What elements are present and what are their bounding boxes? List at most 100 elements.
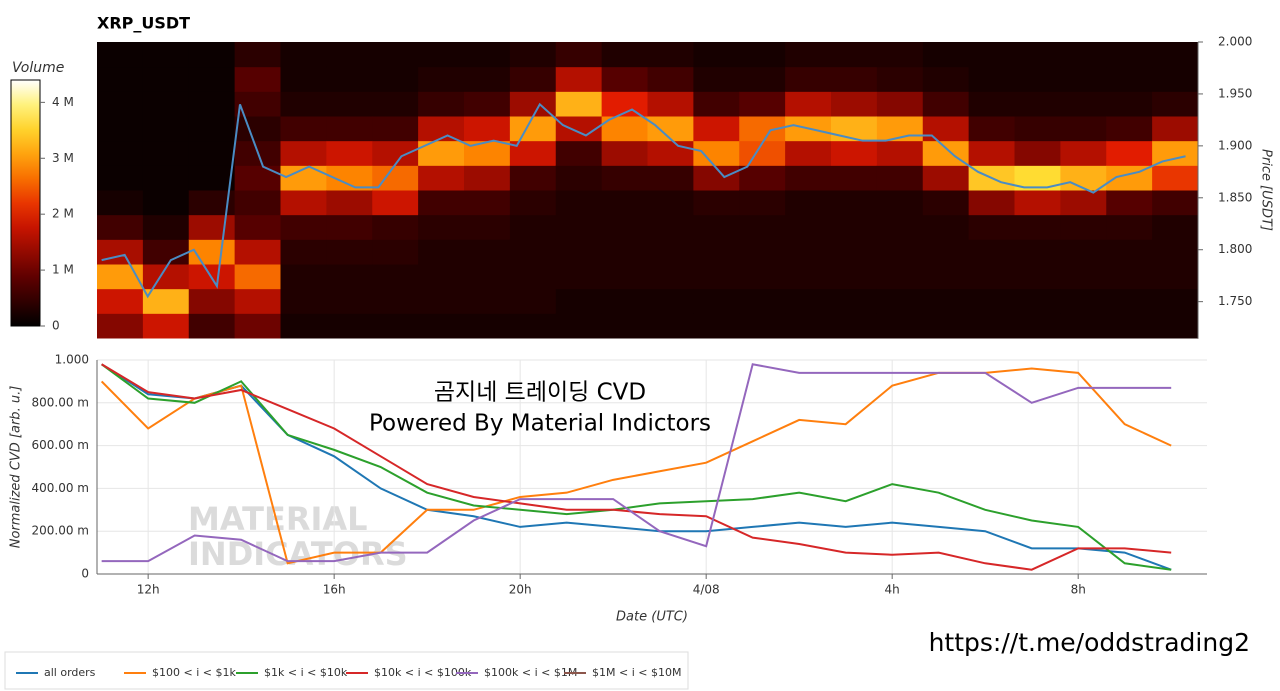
heatmap-cell — [876, 214, 924, 240]
heatmap-cell — [693, 116, 740, 142]
heatmap-cell — [1106, 91, 1153, 117]
heatmap-cell — [647, 140, 694, 166]
heatmap-cell — [464, 42, 511, 68]
heatmap-cell — [968, 66, 1015, 92]
heatmap-cell — [876, 66, 924, 92]
heatmap-cell — [785, 42, 832, 68]
heatmap-cell — [693, 42, 740, 68]
heatmap-cell — [555, 264, 603, 290]
heatmap-cell — [142, 91, 190, 117]
heatmap-cell — [876, 313, 924, 339]
heatmap-cell — [968, 91, 1015, 117]
heatmap-cell — [647, 214, 694, 240]
heatmap-cell — [509, 239, 557, 265]
heatmap-cell — [1152, 165, 1199, 191]
heatmap-cell — [234, 264, 281, 290]
heatmap-cell — [647, 313, 694, 339]
heatmap-cell — [372, 313, 419, 339]
heatmap-cell — [188, 214, 236, 240]
heatmap-cell — [509, 42, 557, 68]
heatmap-cell — [280, 313, 327, 339]
heatmap-cell — [464, 91, 511, 117]
heatmap-cell — [326, 288, 373, 314]
legend-label: $100 < i < $1k — [152, 666, 236, 679]
heatmap-cell — [1014, 288, 1061, 314]
heatmap-cell — [464, 165, 511, 191]
heatmap-cell — [509, 190, 557, 216]
heatmap-cell — [693, 214, 740, 240]
heatmap-cell — [509, 116, 557, 142]
heatmap-cell — [142, 116, 190, 142]
heatmap-cell — [234, 165, 281, 191]
heatmap-cell — [97, 116, 144, 142]
heatmap-cell — [418, 66, 465, 92]
heatmap-cell — [1106, 190, 1153, 216]
heatmap-cell — [326, 190, 373, 216]
heatmap-cell — [464, 264, 511, 290]
y-axis-label: Price [USDT] — [1259, 149, 1274, 231]
heatmap-cell — [601, 165, 648, 191]
heatmap-cell — [693, 91, 740, 117]
heatmap-cell — [372, 140, 419, 166]
heatmap-cell — [831, 140, 878, 166]
annotation: Powered By Material Indictors — [369, 411, 711, 437]
heatmap-cell — [326, 313, 373, 339]
heatmap-cell — [555, 66, 603, 92]
heatmap-cell — [922, 165, 970, 191]
heatmap-cell — [693, 190, 740, 216]
heatmap-cell — [372, 66, 419, 92]
heatmap-cell — [601, 288, 648, 314]
heatmap-cell — [739, 288, 786, 314]
heatmap-cell — [464, 190, 511, 216]
heatmap-cell — [1060, 66, 1107, 92]
heatmap-cell — [739, 66, 786, 92]
heatmap-cell — [372, 190, 419, 216]
heatmap-cell — [97, 140, 144, 166]
heatmap-cell — [968, 288, 1015, 314]
heatmap-cell — [555, 190, 603, 216]
heatmap-cell — [739, 190, 786, 216]
footer-url: https://t.me/oddstrading2 — [929, 628, 1250, 657]
heatmap-cell — [555, 42, 603, 68]
heatmap-cell — [831, 42, 878, 68]
heatmap-cell — [739, 239, 786, 265]
heatmap-cell — [1014, 91, 1061, 117]
heatmap-cell — [647, 239, 694, 265]
heatmap-cell — [1152, 264, 1199, 290]
heatmap-cell — [785, 91, 832, 117]
heatmap-cell — [372, 288, 419, 314]
legend-label: $100k < i < $1M — [484, 666, 577, 679]
heatmap-cell — [739, 165, 786, 191]
heatmap-cell — [1060, 239, 1107, 265]
heatmap-cell — [601, 190, 648, 216]
heatmap-cell — [601, 313, 648, 339]
heatmap-cell — [97, 239, 144, 265]
heatmap-cell — [647, 116, 694, 142]
series-line — [101, 363, 1172, 563]
heatmap-cell — [280, 190, 327, 216]
heatmap-cell — [188, 288, 236, 314]
heatmap-cell — [785, 165, 832, 191]
heatmap-cell — [464, 313, 511, 339]
heatmap-cell — [234, 239, 281, 265]
heatmap-cell — [876, 140, 924, 166]
heatmap-cell — [831, 214, 878, 240]
heatmap-cell — [1152, 66, 1199, 92]
heatmap-cell — [97, 190, 144, 216]
heatmap-cell — [1106, 214, 1153, 240]
heatmap-cell — [464, 288, 511, 314]
heatmap-cell — [418, 264, 465, 290]
heatmap-cell — [555, 214, 603, 240]
heatmap-cell — [326, 264, 373, 290]
heatmap-cell — [831, 66, 878, 92]
heatmap-cell — [1106, 239, 1153, 265]
heatmap-cell — [97, 165, 144, 191]
heatmap-cell — [601, 66, 648, 92]
heatmap-cell — [1106, 313, 1153, 339]
heatmap-cell — [1014, 116, 1061, 142]
heatmap-cell — [1014, 264, 1061, 290]
heatmap-cell — [234, 116, 281, 142]
colorbar-tick-label: 4 M — [52, 95, 74, 109]
heatmap-cell — [785, 313, 832, 339]
